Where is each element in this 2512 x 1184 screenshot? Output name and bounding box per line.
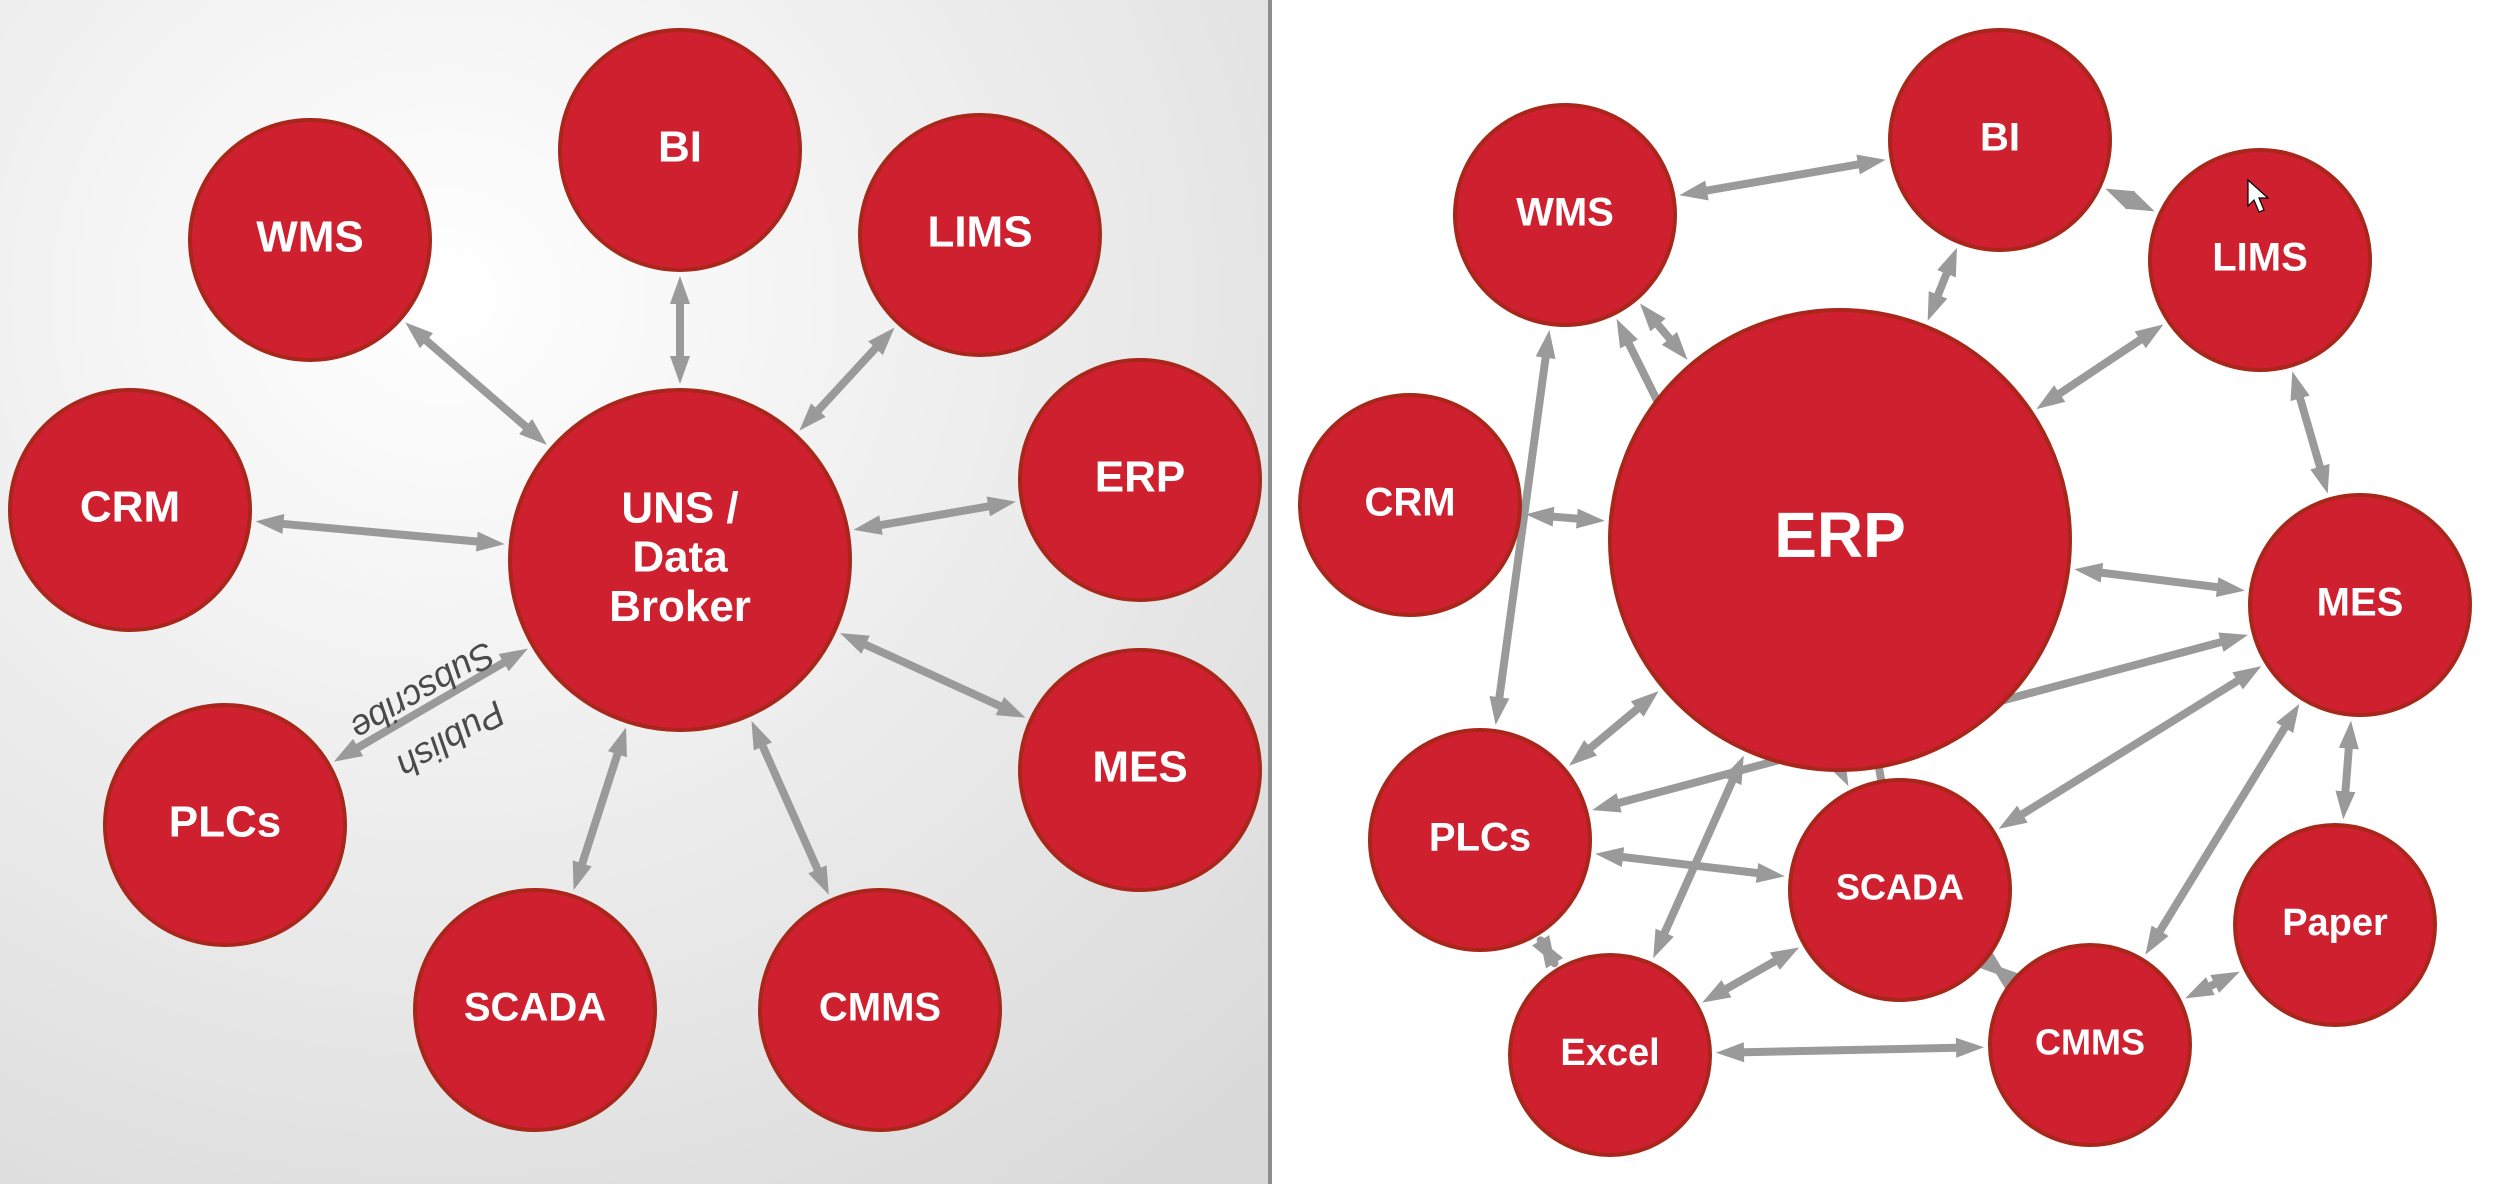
node-scada: SCADA [1790,780,2010,1000]
node-crm: CRM [10,390,250,630]
node-erp-label: ERP [1774,499,1906,571]
node-mes-label: MES [2317,581,2404,625]
node-cmms-label: CMMS [819,986,941,1030]
node-mes: MES [1020,650,1260,890]
node-excel: Excel [1510,955,1710,1155]
node-uns: UNS /DataBroker [510,390,850,730]
node-scada-label: SCADA [464,986,606,1030]
node-scada-label: SCADA [1836,867,1964,908]
node-cmms: CMMS [760,890,1000,1130]
node-erp: ERP [1610,310,2070,770]
node-bi-label: BI [658,123,702,172]
node-paper: Paper [2235,825,2435,1025]
node-excel-label: Excel [1560,1032,1659,1074]
node-wms: WMS [190,120,430,360]
node-lims-label: LIMS [927,208,1032,257]
node-crm-label: CRM [1364,481,1455,525]
node-plcs-label: PLCs [1429,816,1531,860]
node-wms: WMS [1455,105,1675,325]
node-bi: BI [560,30,800,270]
node-crm: CRM [1300,395,1520,615]
node-mes-label: MES [1092,743,1187,792]
node-scada: SCADA [415,890,655,1130]
node-cmms-label: CMMS [2035,1022,2145,1063]
node-plcs: PLCs [105,705,345,945]
node-cmms: CMMS [1990,945,2190,1145]
node-erp: ERP [1020,360,1260,600]
node-lims: LIMS [2150,150,2370,370]
node-bi: BI [1890,30,2110,250]
node-wms-label: WMS [1516,191,1614,235]
node-uns-label: UNS / [621,483,738,532]
node-bi-label: BI [1980,116,2020,160]
node-erp-label: ERP [1095,453,1185,502]
node-mes: MES [2250,495,2470,715]
node-uns-label: Data [632,533,728,582]
node-lims: LIMS [860,115,1100,355]
node-lims-label: LIMS [2212,236,2308,280]
node-crm-label: CRM [80,483,180,532]
node-plcs-label: PLCs [169,798,281,847]
architecture-diagram: PublishSubscribeUNS /DataBrokerBILIMSERP… [0,0,2512,1184]
node-wms-label: WMS [256,213,364,262]
panel-divider [1268,0,1272,1184]
node-uns-label: Broker [609,582,751,631]
node-paper-label: Paper [2282,902,2388,944]
node-plcs: PLCs [1370,730,1590,950]
